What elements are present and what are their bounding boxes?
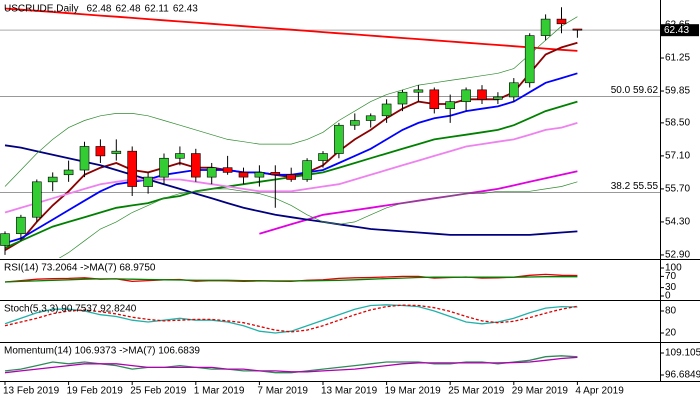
- candle-body: [95, 146, 106, 157]
- y-tick-label: 30: [665, 282, 677, 293]
- y-tick-label: 57.10: [665, 151, 690, 162]
- candle-body: [111, 150, 122, 154]
- panel: [4, 304, 578, 334]
- series-line: [4, 7, 578, 52]
- x-tick-label: 19 Feb 2019: [67, 386, 124, 397]
- candle-body: [397, 91, 408, 105]
- candle-body: [445, 101, 456, 110]
- panel: [0, 7, 660, 258]
- y-tick-label: 58.50: [665, 118, 690, 129]
- y-tick-label: 0: [665, 291, 671, 302]
- candle-body: [0, 233, 10, 246]
- x-tick-label: 13 Feb 2019: [3, 386, 60, 397]
- candle-body: [31, 181, 42, 218]
- x-tick-label: 25 Mar 2019: [448, 386, 505, 397]
- candle-body: [477, 89, 487, 100]
- x-tick-label: 19 Mar 2019: [385, 386, 442, 397]
- candle-body: [270, 172, 281, 176]
- x-tick-label: 4 Apr 2019: [575, 386, 624, 397]
- frame: [0, 0, 700, 382]
- chart-title: USCRUDE,Daily: [4, 4, 78, 15]
- level-label: 50.0 59.62: [611, 85, 659, 96]
- y-tick-label: 96.6849: [665, 370, 700, 381]
- candle-body: [540, 18, 551, 36]
- y-tick-label: 54.30: [665, 217, 690, 228]
- last-price-box: [661, 24, 699, 37]
- candle-body: [238, 172, 249, 178]
- x-tick-label: 7 Mar 2019: [257, 386, 308, 397]
- candle-body: [254, 172, 265, 178]
- candle-body: [47, 176, 58, 183]
- x-tick-label: 13 Mar 2019: [321, 386, 378, 397]
- candle-body: [286, 174, 297, 180]
- candle-body: [222, 167, 233, 173]
- x-tick-label: 29 Mar 2019: [512, 386, 569, 397]
- series-line: [4, 304, 578, 333]
- series-line: [4, 276, 578, 283]
- y-tick-label: 20: [665, 328, 677, 339]
- candle-body: [302, 160, 312, 180]
- candle-body: [159, 157, 169, 178]
- header-value: 62.48: [86, 4, 111, 15]
- candle-body: [143, 176, 153, 187]
- candle-body: [556, 18, 567, 25]
- panel-title: Stoch(5,3,3) 90.7537 92.8240: [4, 304, 137, 315]
- candle-body: [524, 35, 535, 84]
- header-value: 62.11: [145, 4, 170, 15]
- y-tick-label: 52.90: [665, 250, 690, 261]
- candle-body: [16, 216, 26, 235]
- panel-title: Momentum(14) 106.9373 ->MA(7) 106.6839: [4, 346, 200, 357]
- candle-body: [349, 120, 360, 126]
- candle-body: [493, 96, 503, 100]
- candle-body: [206, 167, 217, 178]
- y-tick-label: 100: [665, 263, 682, 274]
- panel-title: RSI(14) 73.2064 ->MA(7) 68.9750: [4, 263, 156, 274]
- header-value: 62.43: [173, 4, 198, 15]
- candle-body: [318, 153, 328, 161]
- candle-body: [429, 89, 440, 110]
- candle-body: [63, 169, 74, 176]
- candle-body: [79, 146, 90, 171]
- candle-body: [334, 124, 344, 154]
- y-tick-label: 61.25: [665, 53, 690, 64]
- series-line: [4, 122, 578, 214]
- series-line: [4, 16, 578, 187]
- series-line: [4, 356, 578, 374]
- y-tick-label: 70: [665, 271, 677, 282]
- x-tick-label: 25 Feb 2019: [130, 386, 187, 397]
- y-tick-label: 80: [665, 306, 677, 317]
- series-line: [4, 304, 578, 334]
- y-tick-label: 109.105: [665, 348, 700, 359]
- x-tick-label: 1 Mar 2019: [194, 386, 245, 397]
- candle-body: [175, 153, 185, 159]
- series-line: [58, 181, 578, 258]
- candle-body: [127, 150, 137, 187]
- last-price-label: 62.43: [664, 25, 689, 36]
- panel: [4, 355, 578, 374]
- level-label: 38.2 55.55: [611, 181, 659, 192]
- y-tick-label: 59.85: [665, 86, 690, 97]
- candle-body: [191, 153, 201, 178]
- candle-body: [381, 103, 392, 117]
- y-tick-label: 55.70: [665, 184, 690, 195]
- candle-body: [461, 89, 471, 102]
- candle-body: [365, 115, 376, 121]
- candle-body: [572, 28, 583, 31]
- candle-body: [508, 82, 519, 98]
- panel: [4, 273, 578, 283]
- candle-body: [413, 89, 424, 93]
- series-line: [4, 144, 578, 236]
- header-value: 62.48: [115, 4, 140, 15]
